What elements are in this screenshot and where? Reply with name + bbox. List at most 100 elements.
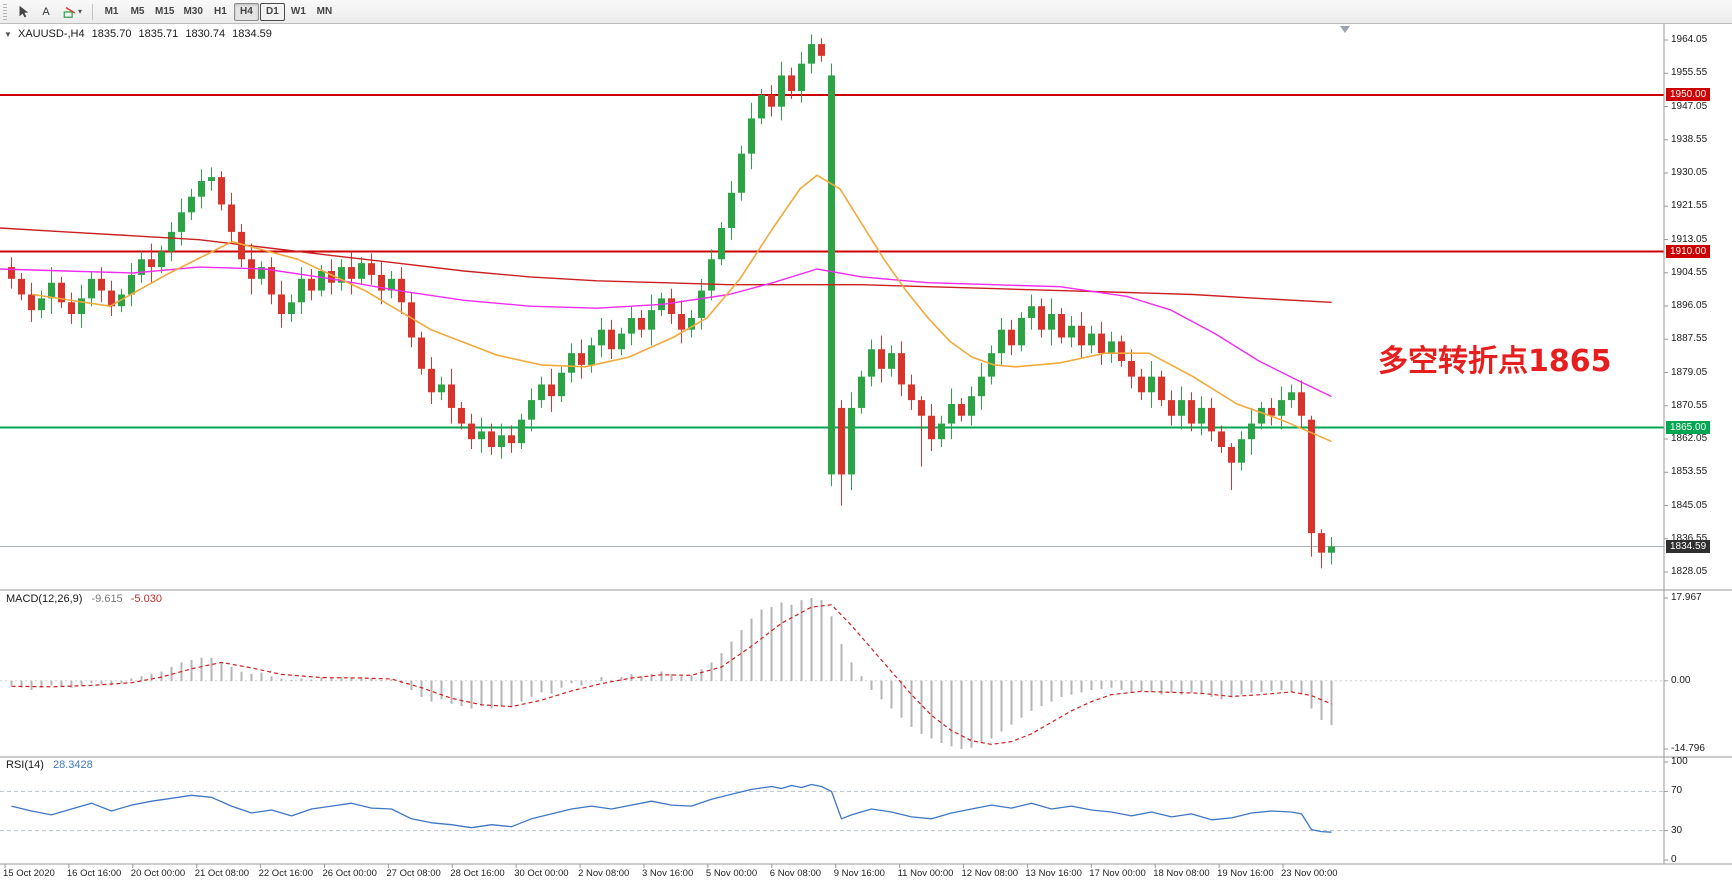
candle-body: [1128, 360, 1135, 377]
timeframe-button-M30[interactable]: M30: [183, 6, 203, 17]
candle-body: [208, 177, 215, 182]
candle-body: [738, 153, 745, 193]
candle-body: [958, 404, 965, 416]
time-axis-label: 30 Oct 00:00: [514, 868, 569, 879]
candle-body: [338, 267, 345, 283]
candle-body: [1258, 407, 1265, 424]
time-axis-label: 11 Nov 00:00: [897, 868, 954, 879]
ohlc-high: 1835.71: [138, 28, 179, 40]
candle-body: [548, 384, 555, 397]
price-axis-label: 1955.55: [1671, 67, 1708, 79]
candle-body: [8, 267, 15, 279]
chart-annotation-text[interactable]: 多空转折点1865: [1378, 344, 1612, 379]
price-axis-label: 1904.55: [1671, 266, 1708, 278]
cursor-tool-button[interactable]: [12, 3, 34, 21]
cursor-icon: [19, 5, 29, 17]
candle-body: [598, 329, 605, 346]
price-axis-label: 1828.05: [1671, 566, 1708, 578]
candle-body: [1088, 333, 1095, 346]
candle-body: [568, 353, 575, 373]
candle-body: [268, 267, 275, 295]
chart-shift-marker[interactable]: [1340, 26, 1350, 33]
price-tag-1950.00: 1950.00: [1666, 88, 1711, 102]
candle-body: [228, 204, 235, 232]
timeframe-button-MN[interactable]: MN: [316, 6, 333, 17]
candle-body: [78, 298, 85, 315]
rsi-axis-label: 0: [1671, 854, 1677, 865]
timeframe-button-H1[interactable]: H1: [214, 6, 227, 17]
candle-body: [1308, 419, 1315, 534]
timeframe-button-M1[interactable]: M1: [104, 6, 119, 17]
price-axis-label: 1836.55: [1671, 532, 1708, 544]
time-axis-label: 19 Nov 16:00: [1217, 868, 1274, 879]
timeframe-button-H4[interactable]: H4: [233, 2, 259, 21]
chart-menu-arrow-icon[interactable]: ▼: [4, 30, 12, 39]
price-axis-label: 1896.05: [1671, 300, 1708, 312]
candle-body: [868, 349, 875, 377]
candle-body: [618, 333, 625, 350]
candle-body: [188, 196, 195, 213]
candle-body: [1118, 341, 1125, 361]
candle-body: [818, 44, 825, 56]
toolbar-grip[interactable]: [3, 3, 7, 20]
shapes-tool-button[interactable]: ▾: [58, 3, 86, 21]
time-axis-label: 17 Nov 00:00: [1089, 868, 1146, 879]
ma-magenta: [0, 266, 1332, 397]
time-axis-label: 15 Oct 2020: [3, 868, 55, 879]
candle-body: [88, 278, 95, 299]
text-tool-button[interactable]: A: [36, 3, 56, 21]
candle-body: [1148, 376, 1155, 393]
macd-axis-label: 17.967: [1671, 592, 1702, 603]
candle-body: [668, 298, 675, 315]
candle-body: [1298, 392, 1305, 416]
timeframe-button-M5[interactable]: M5: [130, 6, 145, 17]
candle-body: [838, 407, 845, 475]
candle-body: [48, 282, 55, 299]
timeframe-button-D1[interactable]: D1: [259, 2, 285, 21]
timeframe-button-W1[interactable]: W1: [290, 6, 306, 17]
candle-body: [1218, 431, 1225, 448]
candle-body: [318, 271, 325, 291]
time-axis-label: 16 Oct 16:00: [66, 868, 122, 879]
time-axis-label: 2 Nov 08:00: [578, 868, 630, 879]
price-tag-1910.00: 1910.00: [1666, 244, 1711, 258]
candle-body: [98, 278, 105, 291]
candle-body: [858, 376, 865, 408]
candle-body: [1058, 314, 1065, 338]
candle-body: [28, 294, 35, 311]
candle-body: [1108, 341, 1115, 354]
candle-body: [528, 400, 535, 420]
price-axis-label: 1938.55: [1671, 133, 1708, 145]
candle-body: [1028, 306, 1035, 318]
candle-body: [348, 267, 355, 279]
candle-body: [428, 368, 435, 393]
rsi-axis-label: 70: [1671, 785, 1683, 797]
candle-body: [458, 407, 465, 424]
candle-body: [1238, 439, 1245, 463]
candle-body: [518, 419, 525, 444]
candle-body: [438, 384, 445, 393]
candle-body: [508, 435, 515, 444]
candle-body: [1168, 400, 1175, 416]
candle-body: [808, 44, 815, 64]
timeframe-button-M15[interactable]: M15: [155, 6, 175, 17]
candle-body: [768, 94, 775, 107]
candle-body: [988, 353, 995, 377]
rsi-panel-label: RSI(14) 28.3428: [6, 759, 93, 771]
price-axis-label: 1853.55: [1671, 466, 1708, 478]
macd-value-main: -9.615: [91, 593, 123, 605]
candle-body: [998, 329, 1005, 354]
candle-body: [388, 278, 395, 291]
candle-body: [18, 278, 25, 295]
time-axis-label: 9 Nov 16:00: [833, 868, 885, 879]
current-price-tag: 1834.59: [1666, 539, 1711, 553]
price-axis-label: 1947.05: [1671, 100, 1708, 112]
time-axis-label: 13 Nov 16:00: [1025, 868, 1082, 879]
candle-body: [1098, 333, 1105, 354]
macd-signal-line: [11, 604, 1332, 746]
time-axis-label: 18 Nov 08:00: [1153, 868, 1210, 879]
time-axis-label: 3 Nov 16:00: [642, 868, 694, 879]
candle-body: [258, 267, 265, 279]
ohlc-close: 1834.59: [232, 28, 272, 40]
